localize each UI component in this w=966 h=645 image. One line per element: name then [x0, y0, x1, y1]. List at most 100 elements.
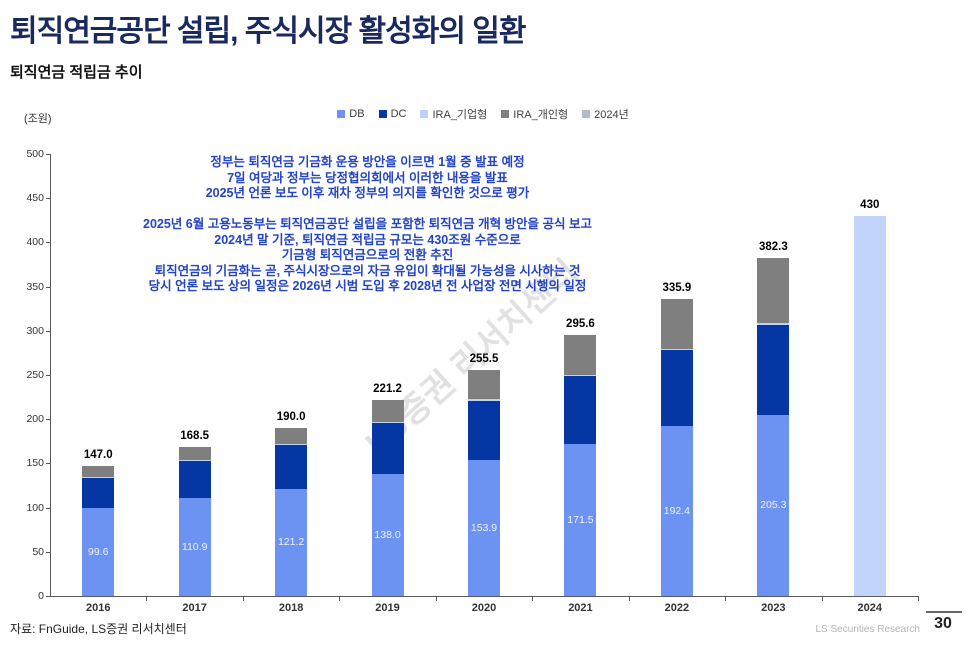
bar-segment-DB [564, 444, 597, 596]
x-axis-tick-mark [918, 597, 919, 601]
bar-segment-DB [660, 425, 693, 596]
bar-db-value-label: 110.9 [181, 540, 208, 553]
bar-segment-DC [178, 460, 211, 498]
x-axis-category-label: 2022 [664, 602, 690, 614]
bar-segment-IRA_개인형 [371, 400, 404, 422]
bar-segment-IRA_개인형 [660, 299, 693, 349]
annotation-line: 7일 여당과 정부는 당정협의회에서 이러한 내용을 발표 [227, 170, 508, 185]
annotation-line: 퇴직연금의 기금화는 곧, 주식시장으로의 자금 유입이 확대될 가능성을 시사… [154, 263, 581, 278]
bar-total-label: 255.5 [469, 353, 499, 366]
bar-segment-DC [275, 444, 308, 489]
y-axis-tick-label: 250 [26, 369, 44, 381]
bar-total-label: 147.0 [83, 449, 113, 462]
y-axis-tick-mark [46, 375, 50, 376]
bar-total-label: 430 [860, 198, 880, 211]
legend-swatch-icon [582, 110, 591, 118]
y-axis-tick-mark [46, 596, 50, 597]
bar-segment-IRA_개인형 [82, 466, 115, 477]
bar-segment-IRA_기업형 [564, 374, 597, 376]
bar-segment-DC [371, 422, 404, 474]
bar-total-label: 221.2 [373, 383, 402, 396]
bar-segment-DB [757, 414, 790, 596]
legend-item: DB [337, 106, 365, 122]
y-axis-tick-label: 450 [26, 192, 44, 205]
bar-segment-IRA_기업형 [82, 477, 115, 478]
y-axis-tick-label: 150 [26, 457, 44, 470]
y-axis-tick-label: 50 [32, 545, 44, 558]
y-axis-tick-mark [46, 154, 50, 155]
annotation-line: 정부는 퇴직연금 기금화 운용 방안을 이르면 1월 중 발표 예정 [210, 155, 525, 169]
annotation-block-1: 정부는 퇴직연금 기금화 운용 방안을 이르면 1월 중 발표 예정 7일 여당… [90, 155, 645, 202]
legend-item: 2024년 [582, 106, 629, 122]
bar-total-label: 190.0 [276, 411, 306, 424]
legend-swatch-icon [501, 110, 510, 118]
bar-total-label: 382.3 [758, 241, 788, 254]
x-axis-tick-mark [725, 597, 727, 601]
bar-db-value-label: 192.4 [663, 504, 691, 517]
x-axis-tick-mark [532, 597, 534, 601]
x-axis-category-label: 2024 [857, 602, 882, 614]
legend-label: 2024년 [594, 109, 629, 121]
bar-db-value-label: 171.5 [567, 514, 594, 527]
bar-segment-IRA_기업형 [468, 399, 500, 401]
bar-total-label: 295.6 [566, 317, 595, 330]
annotation-line: 2024년 말 기준, 퇴직연금 적립금 규모는 430조원 수준으로 [214, 232, 521, 247]
y-axis-tick-mark [46, 463, 50, 465]
annotation-line: 2025년 언론 보도 이후 재차 정부의 의지를 확인한 것으로 평가 [205, 186, 530, 201]
bar-segment-IRA_개인형 [178, 447, 211, 460]
y-axis-tick-mark [46, 198, 50, 200]
x-axis-category-label: 2018 [278, 602, 304, 614]
x-axis-category-label: 2017 [182, 602, 207, 614]
bar-segment-IRA_기업형 [178, 459, 211, 461]
y-axis-tick-mark [46, 507, 50, 509]
bar-total-label: 335.9 [662, 282, 692, 295]
x-axis-category-label: 2021 [568, 602, 593, 614]
bar-db-value-label: 99.6 [88, 545, 109, 558]
bar-segment-IRA_개인형 [564, 334, 597, 375]
bar-segment-DB [371, 474, 404, 596]
bar-db-value-label: 205.3 [760, 499, 787, 512]
x-axis-tick-mark [435, 597, 437, 601]
chart-title: 퇴직연금 적립금 추이 [10, 64, 143, 81]
bar-segment-IRA_개인형 [275, 428, 308, 445]
legend-swatch-icon [337, 110, 346, 118]
legend-item: DC [378, 106, 406, 122]
chart-legend: DB DC IRA_기업형 IRA_개인형 2024년 [0, 106, 966, 122]
bar-segment-DB [468, 459, 500, 596]
y-axis-tick-label: 350 [26, 280, 44, 293]
bar-segment-IRA_개인형 [757, 258, 790, 324]
x-axis-tick-mark [242, 597, 244, 601]
x-axis-category-label: 2020 [471, 602, 497, 614]
y-axis-tick-mark [46, 551, 50, 553]
legend-label: IRA_기업형 [432, 109, 488, 121]
chart-plot-area [50, 154, 919, 597]
bar-segment-DC [757, 324, 790, 415]
bar-db-value-label: 153.9 [470, 521, 498, 534]
source-note: 자료: FnGuide, LS증권 리서치센터 [10, 622, 187, 636]
y-axis-unit-label: (조원) [24, 113, 52, 125]
bar-segment-DB [178, 497, 211, 596]
bar-segment-DC [564, 375, 597, 445]
y-axis-tick-label: 0 [38, 590, 44, 602]
annotation-block-2: 2025년 6월 고용노동부는 퇴직연금공단 설립을 포함한 퇴직연금 개혁 방… [90, 217, 645, 295]
annotation-line: 기금형 퇴직연금으로의 전환 추진 [281, 248, 454, 263]
bar-segment-IRA_개인형 [468, 370, 500, 400]
x-axis-tick-mark [821, 597, 823, 601]
legend-item: IRA_개인형 [501, 106, 568, 122]
legend-label: DB [349, 108, 365, 120]
bar-segment-IRA_기업형 [371, 421, 404, 423]
bar-segment-IRA_기업형 [275, 444, 308, 445]
legend-swatch-icon [378, 110, 387, 118]
annotation-line: 2025년 6월 고용노동부는 퇴직연금공단 설립을 포함한 퇴직연금 개혁 방… [143, 217, 592, 231]
bar-segment-DB [82, 507, 115, 596]
footer-brand: LS Securities Research [815, 624, 921, 635]
page-title: 퇴직연금공단 설립, 주식시장 활성화의 일환 [10, 15, 526, 48]
x-axis-tick-mark [628, 597, 630, 601]
bar-segment-DC [82, 477, 115, 508]
y-axis-tick-mark [46, 419, 50, 421]
y-axis-tick-label: 400 [26, 236, 44, 249]
bar-segment-DB [275, 488, 308, 596]
bar-total-label: 168.5 [180, 430, 210, 443]
y-axis-tick-label: 200 [26, 413, 44, 426]
